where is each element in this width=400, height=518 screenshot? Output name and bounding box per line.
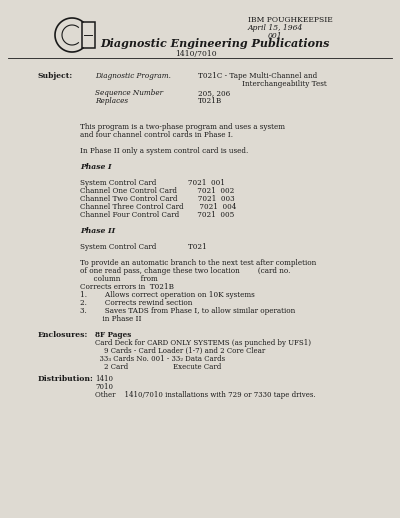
Text: In Phase II only a system control card is used.: In Phase II only a system control card i… bbox=[80, 147, 248, 155]
Text: Diagnostic Engineering Publications: Diagnostic Engineering Publications bbox=[100, 38, 329, 49]
Text: This program is a two-phase program and uses a system: This program is a two-phase program and … bbox=[80, 123, 285, 131]
Text: Diagnostic Program.: Diagnostic Program. bbox=[95, 72, 171, 80]
Text: and four channel control cards in Phase I.: and four channel control cards in Phase … bbox=[80, 131, 233, 139]
Text: 1410/7010: 1410/7010 bbox=[175, 50, 217, 58]
Text: column         from: column from bbox=[80, 275, 158, 283]
Text: IBM POUGHKEEPSIE: IBM POUGHKEEPSIE bbox=[248, 16, 333, 24]
Text: April 15, 1964: April 15, 1964 bbox=[248, 24, 303, 32]
Text: 1410: 1410 bbox=[95, 375, 113, 383]
Text: 3.        Saves TADS from Phase I, to allow similar operation: 3. Saves TADS from Phase I, to allow sim… bbox=[80, 307, 295, 315]
Text: Channel Four Control Card        7021  005: Channel Four Control Card 7021 005 bbox=[80, 211, 234, 219]
Text: Channel One Control Card         7021  002: Channel One Control Card 7021 002 bbox=[80, 187, 234, 195]
Text: Other    1410/7010 installations with 729 or 7330 tape drives.: Other 1410/7010 installations with 729 o… bbox=[95, 391, 316, 399]
Text: System Control Card              7021  001: System Control Card 7021 001 bbox=[80, 179, 225, 187]
Text: Channel Three Control Card       7021  004: Channel Three Control Card 7021 004 bbox=[80, 203, 236, 211]
Text: in Phase II: in Phase II bbox=[80, 315, 142, 323]
Text: Interchangeability Test: Interchangeability Test bbox=[242, 80, 327, 88]
Text: System Control Card              T021: System Control Card T021 bbox=[80, 243, 207, 251]
Text: of one read pass, change these two location        (card no.: of one read pass, change these two locat… bbox=[80, 267, 290, 275]
Text: Replaces: Replaces bbox=[95, 97, 128, 105]
Text: Corrects errors in  T021B: Corrects errors in T021B bbox=[80, 283, 174, 291]
Text: Distribution:: Distribution: bbox=[38, 375, 94, 383]
Text: Sequence Number: Sequence Number bbox=[95, 89, 163, 97]
Text: 2.        Corrects rewind section: 2. Corrects rewind section bbox=[80, 299, 192, 307]
FancyBboxPatch shape bbox=[82, 22, 95, 48]
Text: 9 Cards - Card Loader (1-7) and 2 Core Clear: 9 Cards - Card Loader (1-7) and 2 Core C… bbox=[95, 347, 265, 355]
Text: Enclosures:: Enclosures: bbox=[38, 331, 88, 339]
Text: 1.        Allows correct operation on 10K systems: 1. Allows correct operation on 10K syste… bbox=[80, 291, 255, 299]
Text: T021B: T021B bbox=[198, 97, 222, 105]
Text: 205, 206: 205, 206 bbox=[198, 89, 230, 97]
Text: 33₃ Cards No. 001 - 33₂ Data Cards: 33₃ Cards No. 001 - 33₂ Data Cards bbox=[95, 355, 225, 363]
Text: Channel Two Control Card         7021  003: Channel Two Control Card 7021 003 bbox=[80, 195, 235, 203]
Text: Phase II: Phase II bbox=[80, 227, 115, 235]
Text: Phase I: Phase I bbox=[80, 163, 112, 171]
Text: Subject:: Subject: bbox=[38, 72, 73, 80]
Text: To provide an automatic branch to the next test after completion: To provide an automatic branch to the ne… bbox=[80, 259, 316, 267]
Text: 7010: 7010 bbox=[95, 383, 113, 391]
Text: T021C - Tape Multi-Channel and: T021C - Tape Multi-Channel and bbox=[198, 72, 317, 80]
Text: Card Deck for CARD ONLY SYSTEMS (as punched by UFS1): Card Deck for CARD ONLY SYSTEMS (as punc… bbox=[95, 339, 311, 347]
Text: 8F Pages: 8F Pages bbox=[95, 331, 131, 339]
Text: 2 Card                    Execute Card: 2 Card Execute Card bbox=[95, 363, 221, 371]
Text: 001: 001 bbox=[268, 32, 283, 40]
